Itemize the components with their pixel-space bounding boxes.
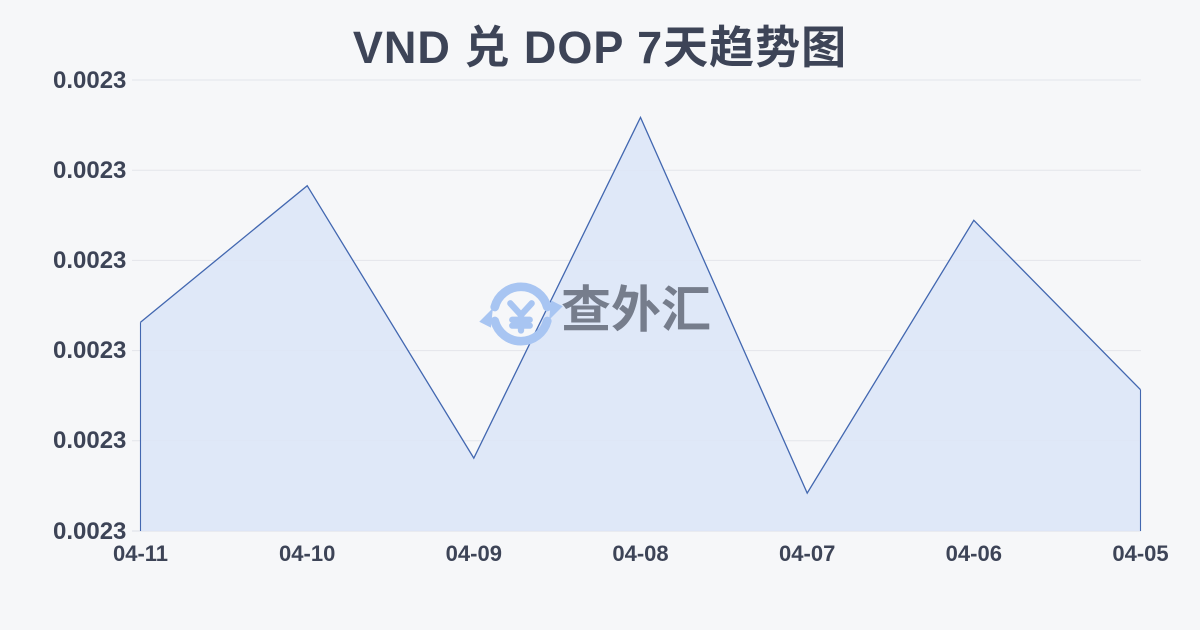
svg-text:0.0023: 0.0023 xyxy=(53,67,126,94)
svg-text:04-11: 04-11 xyxy=(113,541,168,566)
svg-text:04-06: 04-06 xyxy=(946,541,1002,566)
svg-text:0.0023: 0.0023 xyxy=(53,337,126,364)
svg-text:04-05: 04-05 xyxy=(1112,541,1168,566)
svg-text:查外汇: 查外汇 xyxy=(561,282,711,338)
svg-text:04-07: 04-07 xyxy=(779,541,835,566)
svg-text:0.0023: 0.0023 xyxy=(53,427,126,454)
svg-text:04-10: 04-10 xyxy=(279,541,335,566)
svg-text:0.0023: 0.0023 xyxy=(53,157,126,184)
svg-text:04-08: 04-08 xyxy=(612,541,668,566)
svg-text:04-09: 04-09 xyxy=(446,541,502,566)
svg-text:0.0023: 0.0023 xyxy=(53,247,126,274)
